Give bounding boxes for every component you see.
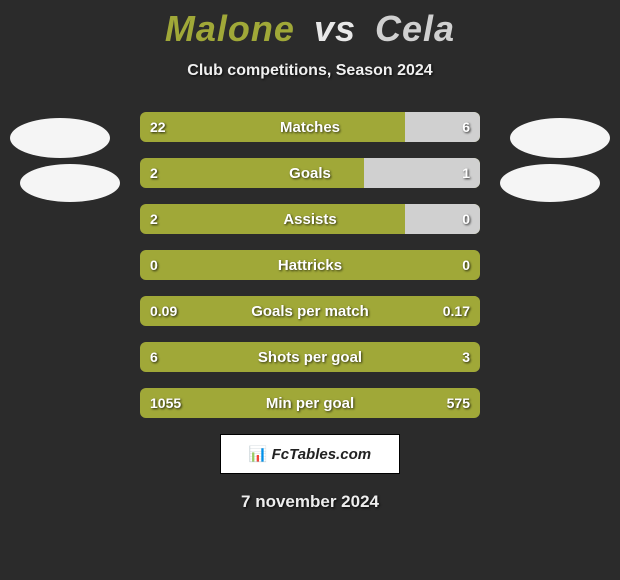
chart-icon: 📊	[249, 445, 268, 463]
stat-value-left: 2	[150, 204, 158, 234]
player2-avatar-placeholder	[510, 118, 610, 158]
stat-label: Matches	[140, 112, 480, 142]
player2-avatar-placeholder-2	[500, 164, 600, 202]
stat-row: 2 0Assists	[140, 204, 480, 234]
logo-text: FcTables.com	[272, 446, 371, 463]
vs-text: vs	[314, 8, 356, 49]
page-title: Malone vs Cela	[0, 8, 620, 50]
stat-label: Assists	[140, 204, 480, 234]
player1-avatar-placeholder	[10, 118, 110, 158]
stat-label: Goals per match	[140, 296, 480, 326]
stat-label: Hattricks	[140, 250, 480, 280]
stat-value-right: 1	[462, 158, 470, 188]
stat-value-right: 0	[462, 250, 470, 280]
stat-value-left: 0	[150, 250, 158, 280]
player1-name: Malone	[165, 8, 295, 49]
stat-bars: 226Matches21Goals20Assists00Hattricks0.0…	[140, 112, 480, 418]
stat-value-left: 1055	[150, 388, 181, 418]
stat-label: Shots per goal	[140, 342, 480, 372]
stat-value-right: 6	[462, 112, 470, 142]
logo-box: 📊 FcTables.com	[220, 434, 400, 474]
stat-value-left: 0.09	[150, 296, 177, 326]
stat-row: 0 0Hattricks	[140, 250, 480, 280]
stat-value-right: 0.17	[443, 296, 470, 326]
stat-value-right: 575	[447, 388, 470, 418]
stat-value-right: 0	[462, 204, 470, 234]
stat-row: 2 1Goals	[140, 158, 480, 188]
stat-label: Min per goal	[140, 388, 480, 418]
stat-value-right: 3	[462, 342, 470, 372]
player1-avatar-placeholder-2	[20, 164, 120, 202]
stat-row: 1055 575Min per goal	[140, 388, 480, 418]
stats-area: 226Matches21Goals20Assists00Hattricks0.0…	[0, 112, 620, 418]
stat-label: Goals	[140, 158, 480, 188]
header: Malone vs Cela Club competitions, Season…	[0, 0, 620, 80]
stat-value-left: 6	[150, 342, 158, 372]
stat-row: 0.09 0.17Goals per match	[140, 296, 480, 326]
stat-row: 6 3Shots per goal	[140, 342, 480, 372]
date-text: 7 november 2024	[0, 492, 620, 512]
stat-value-left: 2	[150, 158, 158, 188]
subtitle: Club competitions, Season 2024	[0, 62, 620, 80]
stat-value-left: 22	[150, 112, 166, 142]
stat-row: 22 6Matches	[140, 112, 480, 142]
player2-name: Cela	[375, 8, 455, 49]
